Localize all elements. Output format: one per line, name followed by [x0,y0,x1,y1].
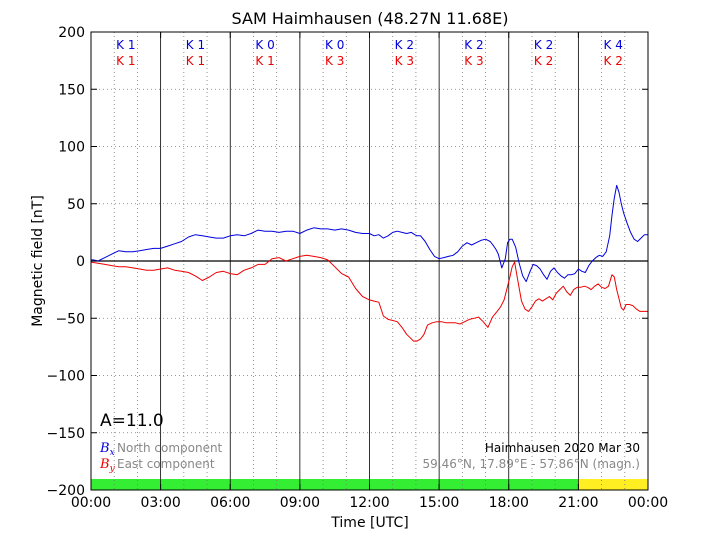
legend-east-symbol: By [99,457,116,474]
k-index-north-7: K 4 [604,38,623,52]
x-tick-label-0: 00:00 [71,495,111,511]
k-index-north-5: K 2 [464,38,483,52]
activity-segment-0 [91,479,579,490]
y-tick-label-3: −50 [55,311,85,327]
a-index: A=11.0 [100,411,164,431]
x-tick-label-8: 00:00 [628,495,668,511]
y-tick-label-4: 0 [76,254,85,270]
x-tick-label-1: 03:00 [140,495,180,511]
x-tick-label-6: 18:00 [489,495,529,511]
y-tick-label-2: −100 [47,369,85,385]
series-line-east [90,254,648,342]
k-index-east-5: K 3 [464,54,483,68]
y-tick-label-8: 200 [58,25,85,41]
x-axis-label: Time [UTC] [330,515,408,531]
k-index-east-6: K 2 [534,54,553,68]
legend: Bx North component By East component [99,441,223,474]
k-index-east-7: K 2 [604,54,623,68]
k-index-east-3: K 3 [325,54,344,68]
k-index-north-6: K 2 [534,38,553,52]
x-tick-label-2: 06:00 [210,495,250,511]
k-index-east-2: K 1 [255,54,274,68]
y-tick-label-7: 150 [58,82,85,98]
x-tick-label-3: 09:00 [280,495,320,511]
station-date: Haimhausen 2020 Mar 30 [485,441,640,455]
y-tick-label-0: −200 [47,483,85,499]
x-tick-label-4: 12:00 [349,495,389,511]
legend-east-label: East component [117,457,215,471]
k-index-east-4: K 3 [395,54,414,68]
activity-segment-1 [578,479,648,490]
k-index-north-2: K 0 [255,38,274,52]
station-coordinates: 59.46°N, 17.89°E - 57.86°N (magn.) [423,457,640,471]
chart-title: SAM Haimhausen (48.27N 11.68E) [232,9,509,28]
axis-ticks: −200 −150 −100 −50 0 50 100 150 200 00:00 03:00 06:… [47,25,669,511]
y-tick-label-1: −150 [47,426,85,442]
series-lines [90,184,648,342]
k-index-north-1: K 1 [186,38,205,52]
k-index-north-0: K 1 [116,38,135,52]
y-tick-label-6: 100 [58,140,85,156]
k-index-east-0: K 1 [116,54,135,68]
series-line-north [91,184,648,283]
activity-bar [91,479,648,490]
k-index-east-1: K 1 [186,54,205,68]
legend-north-symbol: Bx [99,441,115,458]
k-index-labels: K 1 K 1 K 1 K 1 K 0 K 1 K 0 K 3 K 2 K 3 K 2 K 3 K 2 K… [116,38,623,68]
legend-north-label: North component [117,441,223,455]
x-tick-label-7: 21:00 [558,495,598,511]
k-index-north-3: K 0 [325,38,344,52]
k-index-north-4: K 2 [395,38,414,52]
y-tick-label-5: 50 [67,197,85,213]
y-axis-label: Magnetic field [nT] [30,195,46,327]
x-tick-label-5: 15:00 [419,495,459,511]
